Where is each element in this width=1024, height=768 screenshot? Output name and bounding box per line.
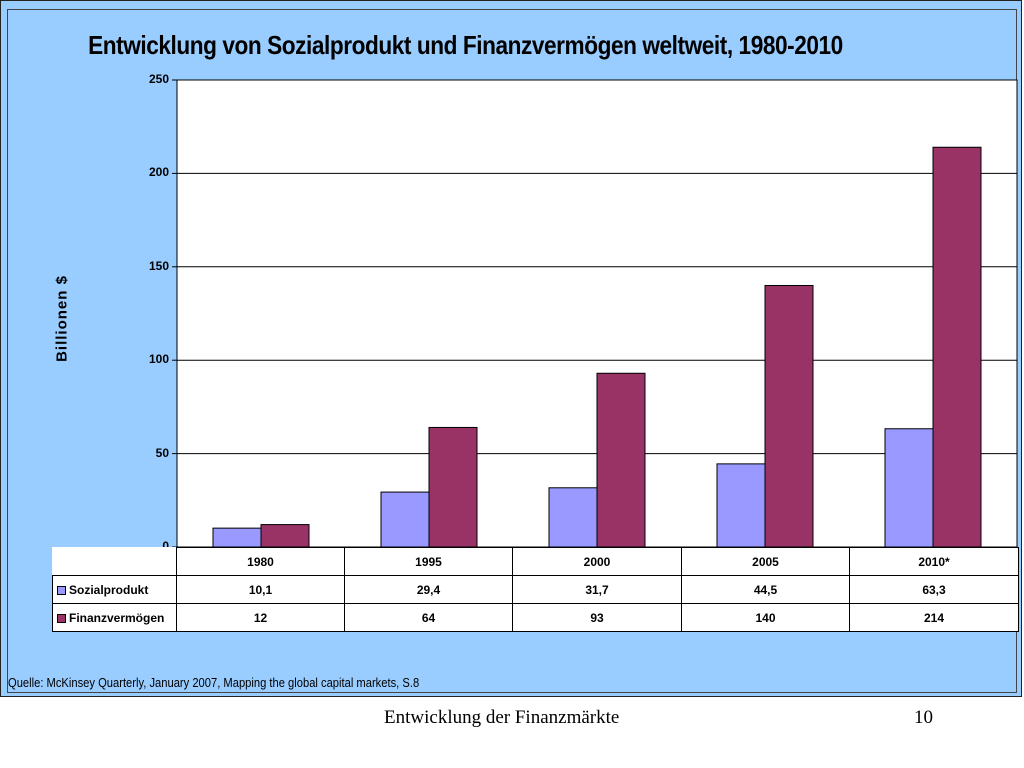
table-cell: 12	[176, 603, 345, 632]
y-tick-label: 0	[162, 539, 169, 553]
bar-finanzvermoegen	[764, 284, 814, 548]
legend-swatch-finanzvermoegen	[57, 613, 66, 623]
table-cell: 63,3	[849, 575, 1019, 604]
y-tick-label: 150	[148, 258, 169, 273]
y-tick-label: 250	[148, 72, 169, 86]
table-cell: 93	[512, 603, 682, 632]
bar-finanzvermoegen	[932, 146, 982, 548]
table-row: Finanzvermögen 12 64 93 140 214	[52, 603, 1019, 632]
legend-swatch-sozialprodukt	[57, 585, 66, 595]
table-header-cell: 1995	[344, 547, 513, 576]
bar-finanzvermoegen	[428, 426, 478, 548]
bar-sozialprodukt	[716, 463, 766, 548]
bar-sozialprodukt	[884, 428, 934, 548]
data-table: 1980 1995 2000 2005 2010* Sozialprodukt …	[52, 547, 1019, 632]
table-header-cell: 2000	[512, 547, 682, 576]
footer-title: Entwicklung der Finanzmärkte	[384, 707, 620, 728]
table-header-cell: 2010*	[849, 547, 1019, 576]
table-row: Sozialprodukt 10,1 29,4 31,7 44,5 63,3	[52, 575, 1019, 604]
table-cell: 214	[849, 603, 1019, 632]
y-tick-label: 100	[148, 352, 169, 367]
source-note: Quelle: McKinsey Quarterly, January 2007…	[8, 675, 420, 690]
table-cell: 44,5	[681, 575, 850, 604]
legend-entry-sozialprodukt: Sozialprodukt	[52, 575, 177, 604]
bar-sozialprodukt	[380, 491, 430, 548]
bar-finanzvermoegen	[596, 372, 646, 548]
y-tick-label: 200	[148, 165, 169, 180]
legend-label: Sozialprodukt	[69, 582, 149, 597]
table-cell: 29,4	[344, 575, 513, 604]
legend-entry-finanzvermoegen: Finanzvermögen	[52, 603, 177, 632]
table-cell: 140	[681, 603, 850, 632]
table-cell: 10,1	[176, 575, 345, 604]
chart-title: Entwicklung von Sozialprodukt und Finanz…	[88, 30, 843, 60]
table-cell: 31,7	[512, 575, 682, 604]
bar-chart	[172, 79, 1018, 548]
legend-label: Finanzvermögen	[69, 610, 165, 625]
y-tick-label: 50	[155, 445, 169, 460]
page-number: 10	[914, 707, 933, 728]
table-cell: 64	[344, 603, 513, 632]
bar-sozialprodukt	[212, 527, 262, 548]
bar-sozialprodukt	[548, 487, 598, 548]
table-header-cell: 2005	[681, 547, 850, 576]
table-header-cell: 1980	[176, 547, 345, 576]
table-header-row: 1980 1995 2000 2005 2010*	[53, 547, 1019, 576]
bar-finanzvermoegen	[260, 524, 310, 548]
